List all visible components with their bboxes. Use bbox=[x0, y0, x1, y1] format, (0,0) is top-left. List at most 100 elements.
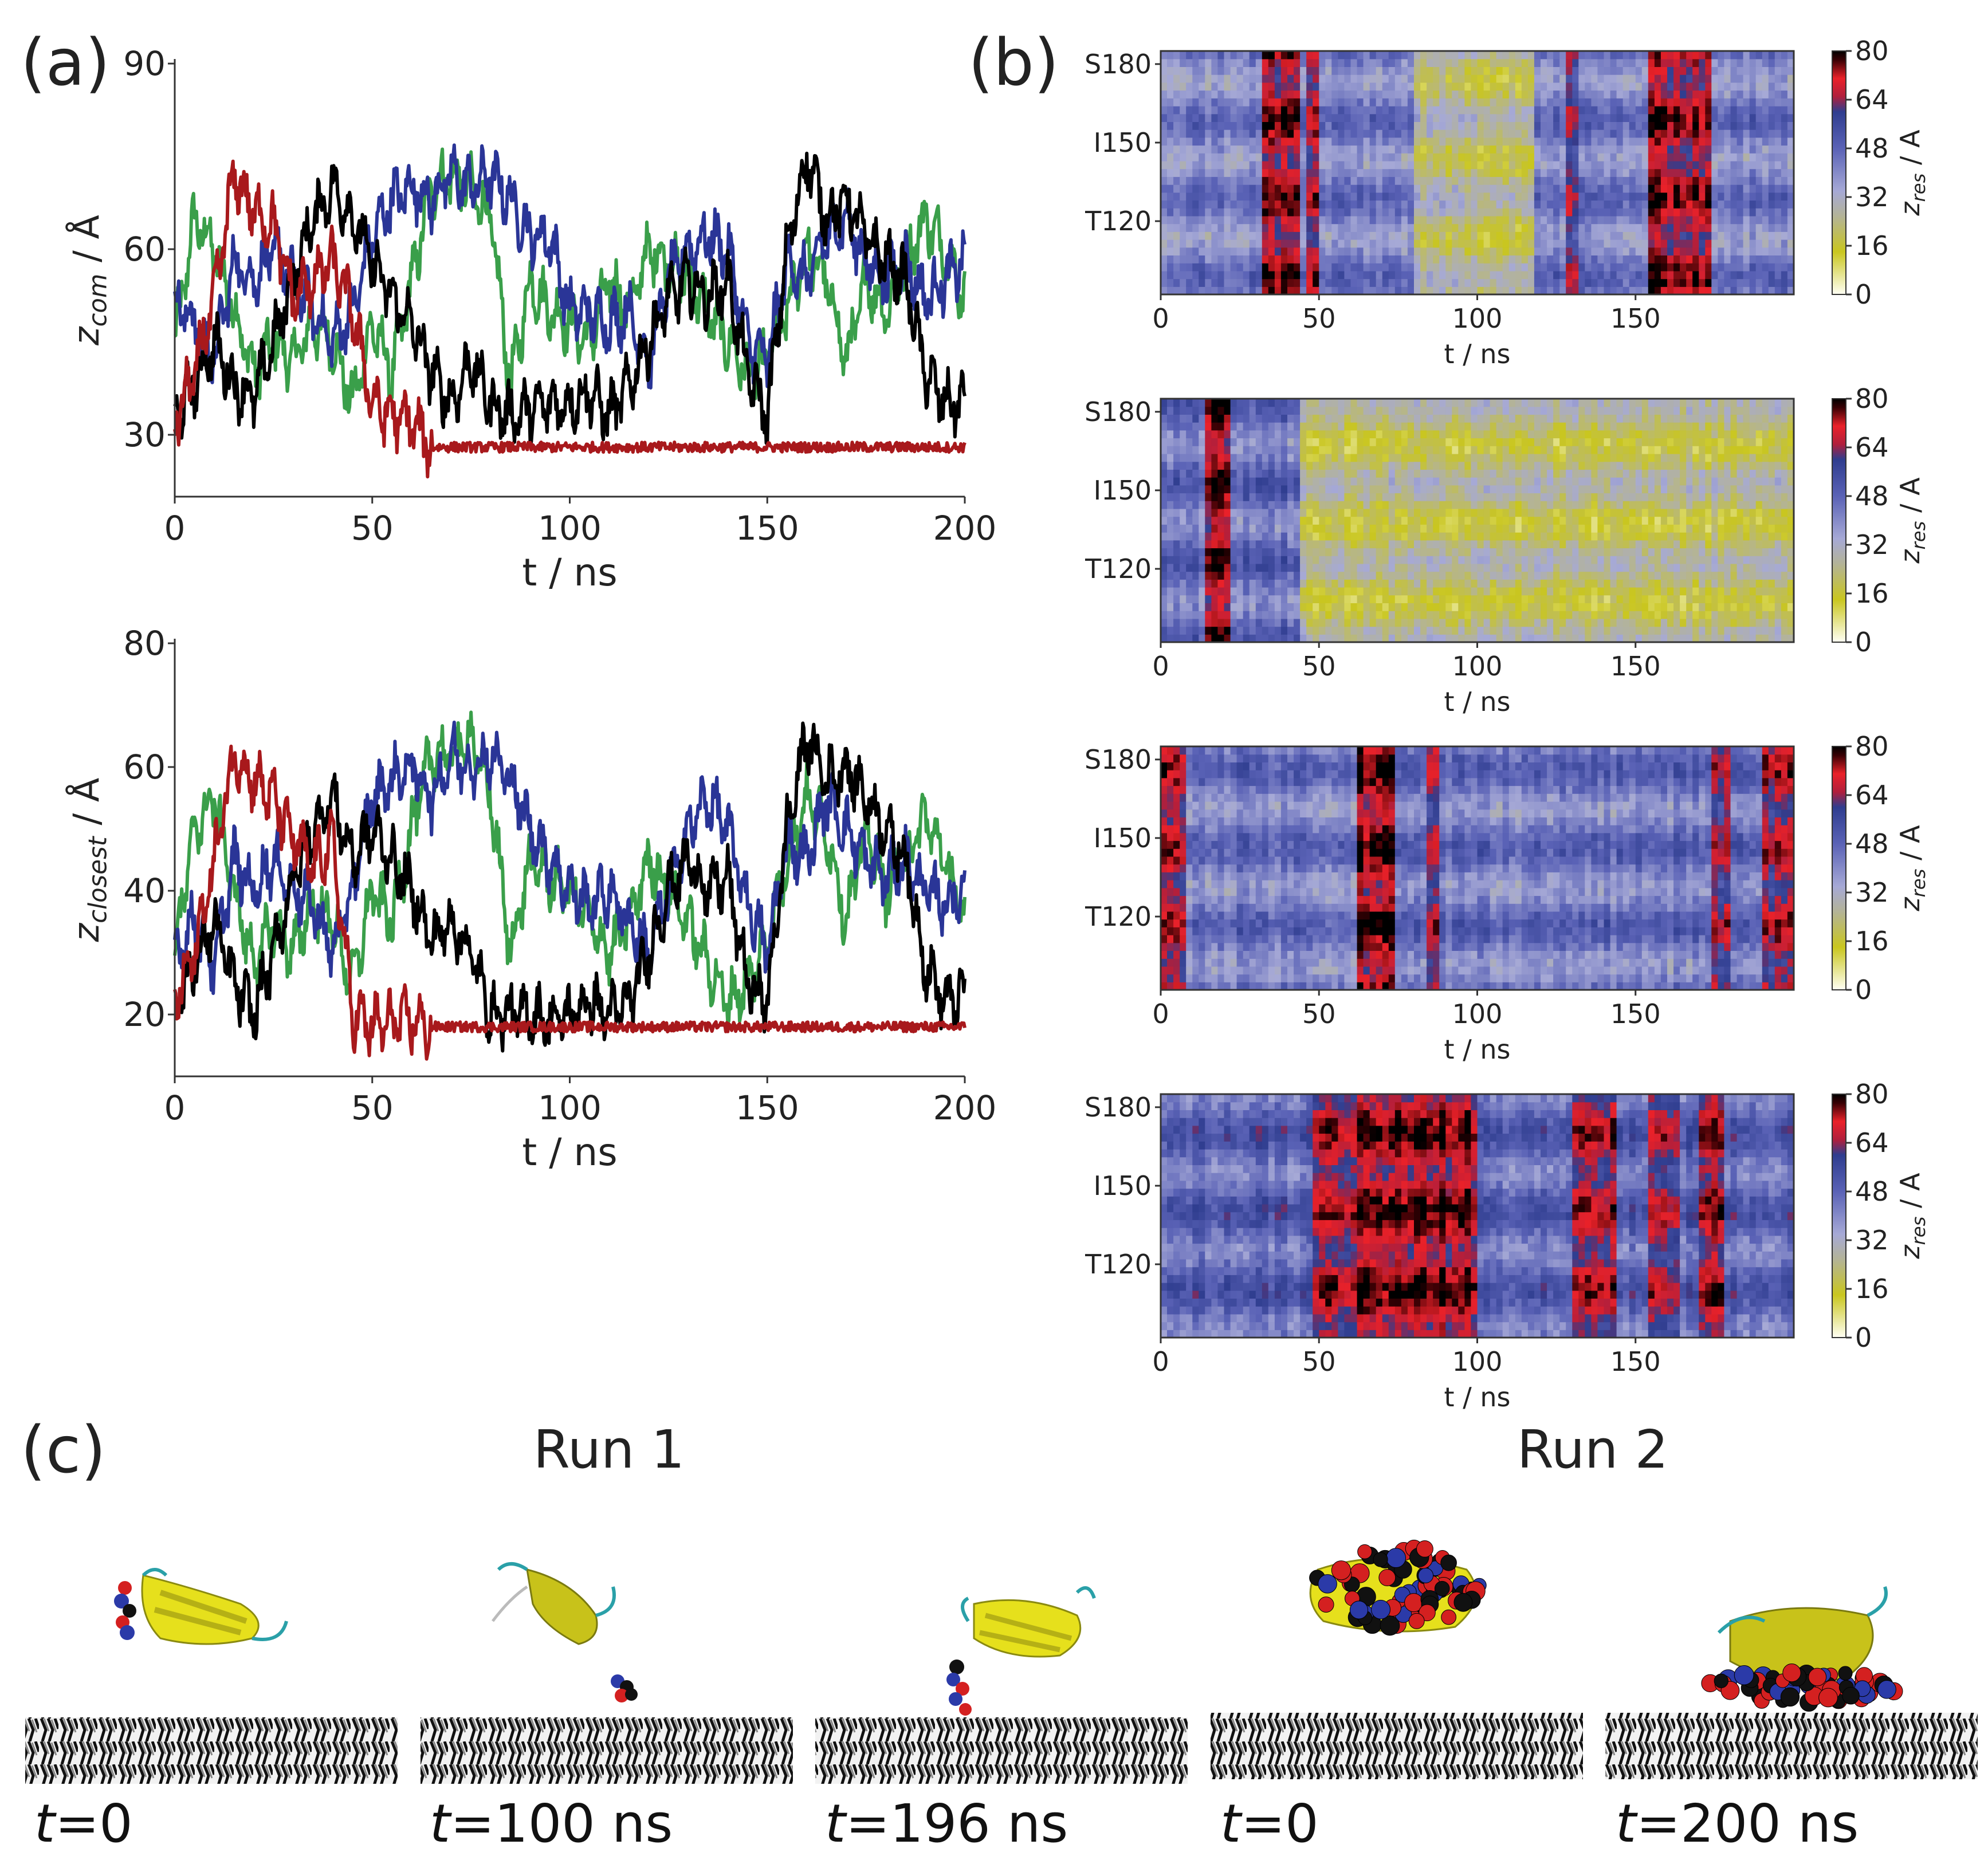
heatmap-cell bbox=[1294, 634, 1301, 643]
heatmap-cell bbox=[1471, 493, 1478, 501]
heatmap-cell bbox=[1211, 634, 1218, 643]
heatmap-cell bbox=[1369, 106, 1377, 115]
heatmap-cell bbox=[1306, 270, 1313, 280]
heatmap-cell bbox=[1705, 223, 1712, 232]
heatmap-cell bbox=[1452, 145, 1459, 154]
heatmap-cell bbox=[1331, 516, 1338, 525]
heatmap-cell bbox=[1452, 548, 1459, 556]
heatmap-cell bbox=[1705, 286, 1712, 295]
heatmap-cell bbox=[1180, 461, 1186, 470]
heatmap-cell bbox=[1515, 430, 1522, 439]
heatmap-cell bbox=[1394, 603, 1402, 611]
heatmap-cell bbox=[1205, 90, 1212, 99]
heatmap-cell bbox=[1762, 247, 1769, 255]
heatmap-cell bbox=[1458, 200, 1465, 209]
heatmap-cell bbox=[1407, 430, 1415, 439]
heatmap-cell bbox=[1660, 98, 1668, 107]
heatmap-cell bbox=[1369, 454, 1377, 462]
heatmap-cell bbox=[1591, 121, 1598, 130]
heatmap-cell bbox=[1762, 66, 1769, 75]
heatmap-cell bbox=[1730, 137, 1738, 146]
heatmap-cell bbox=[1629, 106, 1636, 115]
heatmap-cell bbox=[1616, 113, 1624, 122]
heatmap-cell bbox=[1420, 231, 1427, 240]
heatmap-cell bbox=[1452, 563, 1459, 572]
heatmap-cell bbox=[1541, 168, 1547, 177]
heatmap-cell bbox=[1464, 129, 1471, 138]
heatmap-cell bbox=[1167, 414, 1174, 423]
heatmap-cell bbox=[1236, 113, 1244, 122]
heatmap-cell bbox=[1363, 192, 1370, 201]
heatmap-cell bbox=[1199, 438, 1205, 446]
heatmap-cell bbox=[1718, 286, 1724, 295]
heatmap-cell bbox=[1774, 208, 1782, 217]
heatmap-cell bbox=[1344, 508, 1351, 517]
heatmap-cell bbox=[1192, 587, 1199, 596]
heatmap-cell bbox=[1458, 587, 1465, 596]
heatmap-cell bbox=[1167, 278, 1174, 287]
heatmap-cell bbox=[1224, 208, 1231, 217]
heatmap-cell bbox=[1211, 532, 1218, 541]
heatmap-cell bbox=[1344, 571, 1351, 580]
heatmap-cell bbox=[1692, 176, 1699, 185]
heatmap-cell bbox=[1236, 508, 1244, 517]
heatmap-cell bbox=[1287, 501, 1294, 509]
heatmap-cell bbox=[1186, 270, 1193, 280]
heatmap-cell bbox=[1382, 121, 1389, 130]
heatmap-cell bbox=[1452, 508, 1459, 517]
heatmap-cell bbox=[1236, 82, 1244, 91]
heatmap-cell bbox=[1490, 255, 1497, 264]
heatmap-cell bbox=[1192, 446, 1199, 454]
heatmap-cell bbox=[1344, 563, 1351, 572]
heatmap-cell bbox=[1236, 192, 1244, 201]
heatmap-cell bbox=[1401, 438, 1408, 446]
heatmap-cell bbox=[1660, 263, 1668, 272]
heatmap-cell bbox=[1787, 270, 1794, 280]
heatmap-cell bbox=[1161, 192, 1168, 201]
heatmap-cell bbox=[1243, 532, 1250, 541]
heatmap-cell bbox=[1496, 121, 1503, 130]
heatmap-cell bbox=[1236, 430, 1244, 439]
heatmap-cell bbox=[1211, 58, 1218, 67]
heatmap-cell bbox=[1515, 508, 1522, 517]
heatmap-cell bbox=[1192, 168, 1199, 177]
heatmap-cell bbox=[1439, 82, 1446, 91]
heatmap-cell bbox=[1325, 579, 1332, 588]
heatmap-cell bbox=[1338, 422, 1345, 431]
heatmap-cell bbox=[1249, 532, 1256, 541]
heatmap-cell bbox=[1534, 192, 1541, 201]
heatmap-cell bbox=[1300, 634, 1307, 643]
heatmap-cell bbox=[1527, 192, 1535, 201]
heatmap-cell bbox=[1610, 129, 1617, 138]
heatmap-cell bbox=[1199, 208, 1205, 217]
heatmap-cell bbox=[1287, 422, 1294, 431]
heatmap-cell bbox=[1224, 137, 1231, 146]
heatmap-cell bbox=[1357, 223, 1364, 232]
heatmap-cell bbox=[1363, 82, 1370, 91]
heatmap-cell bbox=[1230, 571, 1237, 580]
heatmap-cell bbox=[1382, 595, 1389, 603]
heatmap-cell bbox=[1274, 501, 1282, 509]
heatmap-cell bbox=[1224, 414, 1231, 423]
heatmap-cell bbox=[1325, 571, 1332, 580]
heatmap-cell bbox=[1578, 98, 1585, 107]
heatmap-cell bbox=[1566, 255, 1573, 264]
heatmap-cell bbox=[1667, 145, 1674, 154]
heatmap-cell bbox=[1502, 532, 1510, 541]
heatmap-cell bbox=[1294, 145, 1301, 154]
heatmap-cell bbox=[1521, 540, 1529, 549]
heatmap-cell bbox=[1369, 618, 1377, 627]
heatmap-cell bbox=[1313, 634, 1319, 643]
heatmap-cell bbox=[1243, 501, 1250, 509]
heatmap-cell bbox=[1363, 563, 1370, 572]
heatmap-cell bbox=[1604, 82, 1611, 91]
heatmap-cell bbox=[1508, 414, 1516, 423]
heatmap-cell bbox=[1427, 438, 1433, 446]
heatmap-cell bbox=[1325, 98, 1332, 107]
heatmap-cell bbox=[1774, 58, 1782, 67]
heatmap-cell bbox=[1274, 618, 1282, 627]
heatmap-cell bbox=[1477, 548, 1484, 556]
heatmap-cell bbox=[1762, 263, 1769, 272]
heatmap-cell bbox=[1376, 106, 1383, 115]
heatmap-cell bbox=[1496, 82, 1503, 91]
